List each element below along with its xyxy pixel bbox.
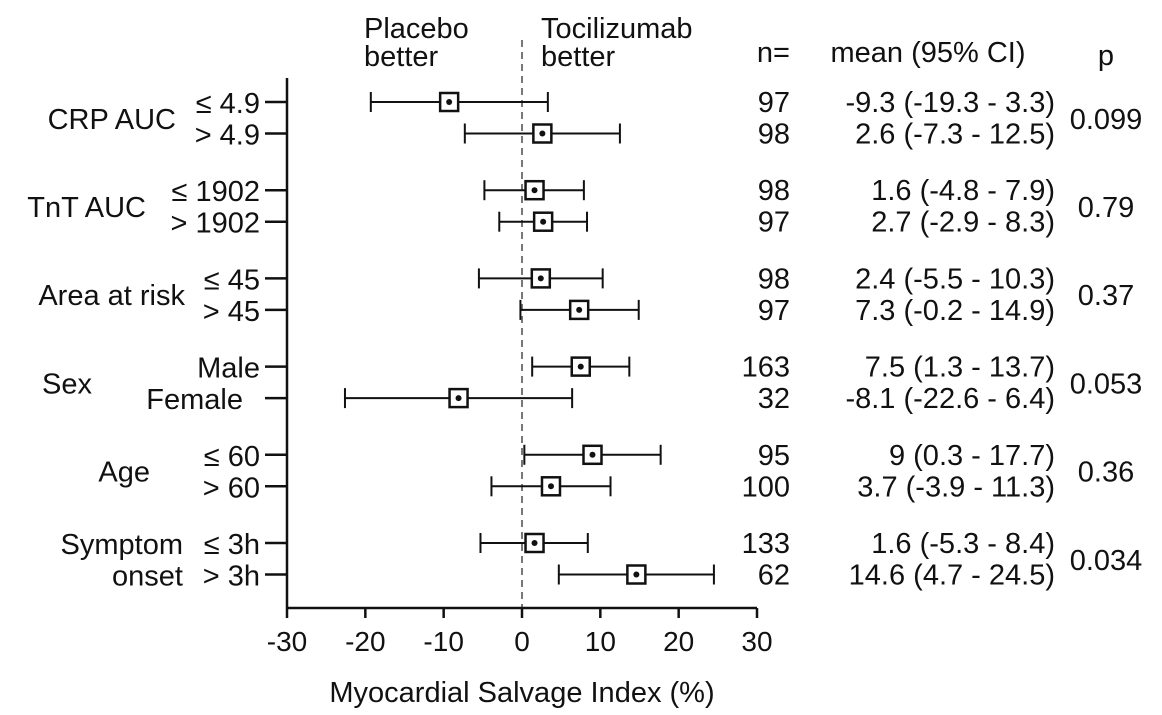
p-value: 0.099	[1070, 104, 1143, 136]
n-value: 98	[758, 119, 790, 151]
n-value: 95	[758, 440, 790, 472]
group-label: CRP AUC	[48, 104, 176, 136]
ci-text: -9.3 (-19.3 - 3.3)	[845, 87, 1055, 119]
ci-text: 2.7 (-2.9 - 8.3)	[871, 207, 1055, 239]
n-header: n=	[757, 37, 790, 69]
subgroup-label: Male	[197, 353, 260, 385]
ci-text: 14.6 (4.7 - 24.5)	[849, 560, 1055, 592]
ci-text: 1.6 (-4.8 - 7.9)	[871, 175, 1055, 207]
group-label: Sex	[42, 368, 92, 400]
estimate-dot	[531, 540, 538, 546]
estimate-dot	[455, 395, 462, 402]
group-label: Age	[98, 457, 150, 489]
p-value: 0.37	[1078, 280, 1134, 312]
n-value: 98	[758, 263, 790, 295]
forest-rows: ≤ 4.9 97 -9.3 (-19.3 - 3.3) > 4.9 98 2.6 (-7.…	[146, 87, 1055, 593]
x-tick-label: -20	[345, 626, 385, 657]
x-tick-label: 10	[585, 626, 616, 657]
subgroup-label: > 60	[203, 472, 260, 504]
x-tick-label: -10	[423, 626, 463, 657]
subgroup-label: ≤ 3h	[204, 529, 260, 561]
p-header: p	[1098, 40, 1114, 72]
subgroup-label: ≤ 4.9	[196, 88, 260, 120]
estimate-dot	[531, 187, 538, 194]
estimate-dot	[633, 571, 640, 578]
ci-text: -8.1 (-22.6 - 6.4)	[845, 383, 1055, 415]
x-tick-label: 0	[514, 626, 530, 657]
n-value: 100	[742, 471, 790, 503]
estimate-dot	[577, 363, 584, 370]
estimate-dot	[540, 218, 547, 225]
placebo-better-line2: better	[364, 41, 438, 73]
estimate-dot	[589, 451, 596, 458]
subgroup-label: Female	[146, 384, 243, 416]
ci-text: 9 (0.3 - 17.7)	[889, 440, 1055, 472]
subgroup-label: ≤ 45	[204, 264, 260, 296]
x-tick-label: 20	[663, 626, 694, 657]
placebo-better-line1: Placebo	[364, 13, 469, 45]
group-label: onset	[112, 561, 183, 593]
subgroup-label: > 45	[203, 296, 260, 328]
group-label: Area at risk	[38, 280, 185, 312]
subgroup-label: ≤ 60	[204, 441, 260, 473]
subgroup-label: ≤ 1902	[172, 176, 261, 208]
x-tick-label: 30	[741, 626, 772, 657]
n-value: 32	[758, 383, 790, 415]
estimate-dot	[539, 130, 546, 137]
estimate-dot	[547, 483, 554, 490]
n-value: 97	[758, 295, 790, 327]
n-value: 97	[758, 87, 790, 119]
ci-header: mean (95% CI)	[830, 37, 1025, 69]
ci-text: 2.4 (-5.5 - 10.3)	[855, 263, 1055, 295]
x-ticks: -30 -20 -10 0 10 20 30	[267, 608, 773, 657]
x-axis-label: Myocardial Salvage Index (%)	[329, 677, 714, 709]
n-value: 98	[758, 175, 790, 207]
n-value: 133	[742, 528, 790, 560]
tocilizumab-better-line2: better	[541, 41, 615, 73]
ci-text: 2.6 (-7.3 - 12.5)	[855, 119, 1055, 151]
subgroup-label: > 1902	[170, 208, 260, 240]
p-value: 0.034	[1070, 545, 1143, 577]
p-value: 0.36	[1078, 457, 1134, 489]
subgroup-label: > 4.9	[195, 120, 260, 152]
group-label: Symptom	[61, 529, 183, 561]
subgroup-label: > 3h	[203, 561, 260, 593]
estimate-dot	[446, 99, 453, 105]
group-labels: CRP AUC 0.099 TnT AUC 0.79 Area at risk 0.37 S…	[27, 104, 1142, 593]
group-label: TnT AUC	[27, 192, 146, 224]
n-value: 97	[758, 207, 790, 239]
n-value: 163	[742, 352, 790, 384]
tocilizumab-better-line1: Tocilizumab	[541, 13, 693, 45]
estimate-dot	[537, 275, 544, 282]
n-value: 62	[758, 560, 790, 592]
ci-text: 7.5 (1.3 - 13.7)	[865, 352, 1055, 384]
estimate-dot	[576, 306, 583, 313]
ci-text: 7.3 (-0.2 - 14.9)	[855, 295, 1055, 327]
p-value: 0.053	[1070, 368, 1143, 400]
ci-text: 3.7 (-3.9 - 11.3)	[857, 471, 1055, 503]
p-value: 0.79	[1078, 192, 1134, 224]
x-tick-label: -30	[267, 626, 307, 657]
ci-text: 1.6 (-5.3 - 8.4)	[871, 528, 1055, 560]
